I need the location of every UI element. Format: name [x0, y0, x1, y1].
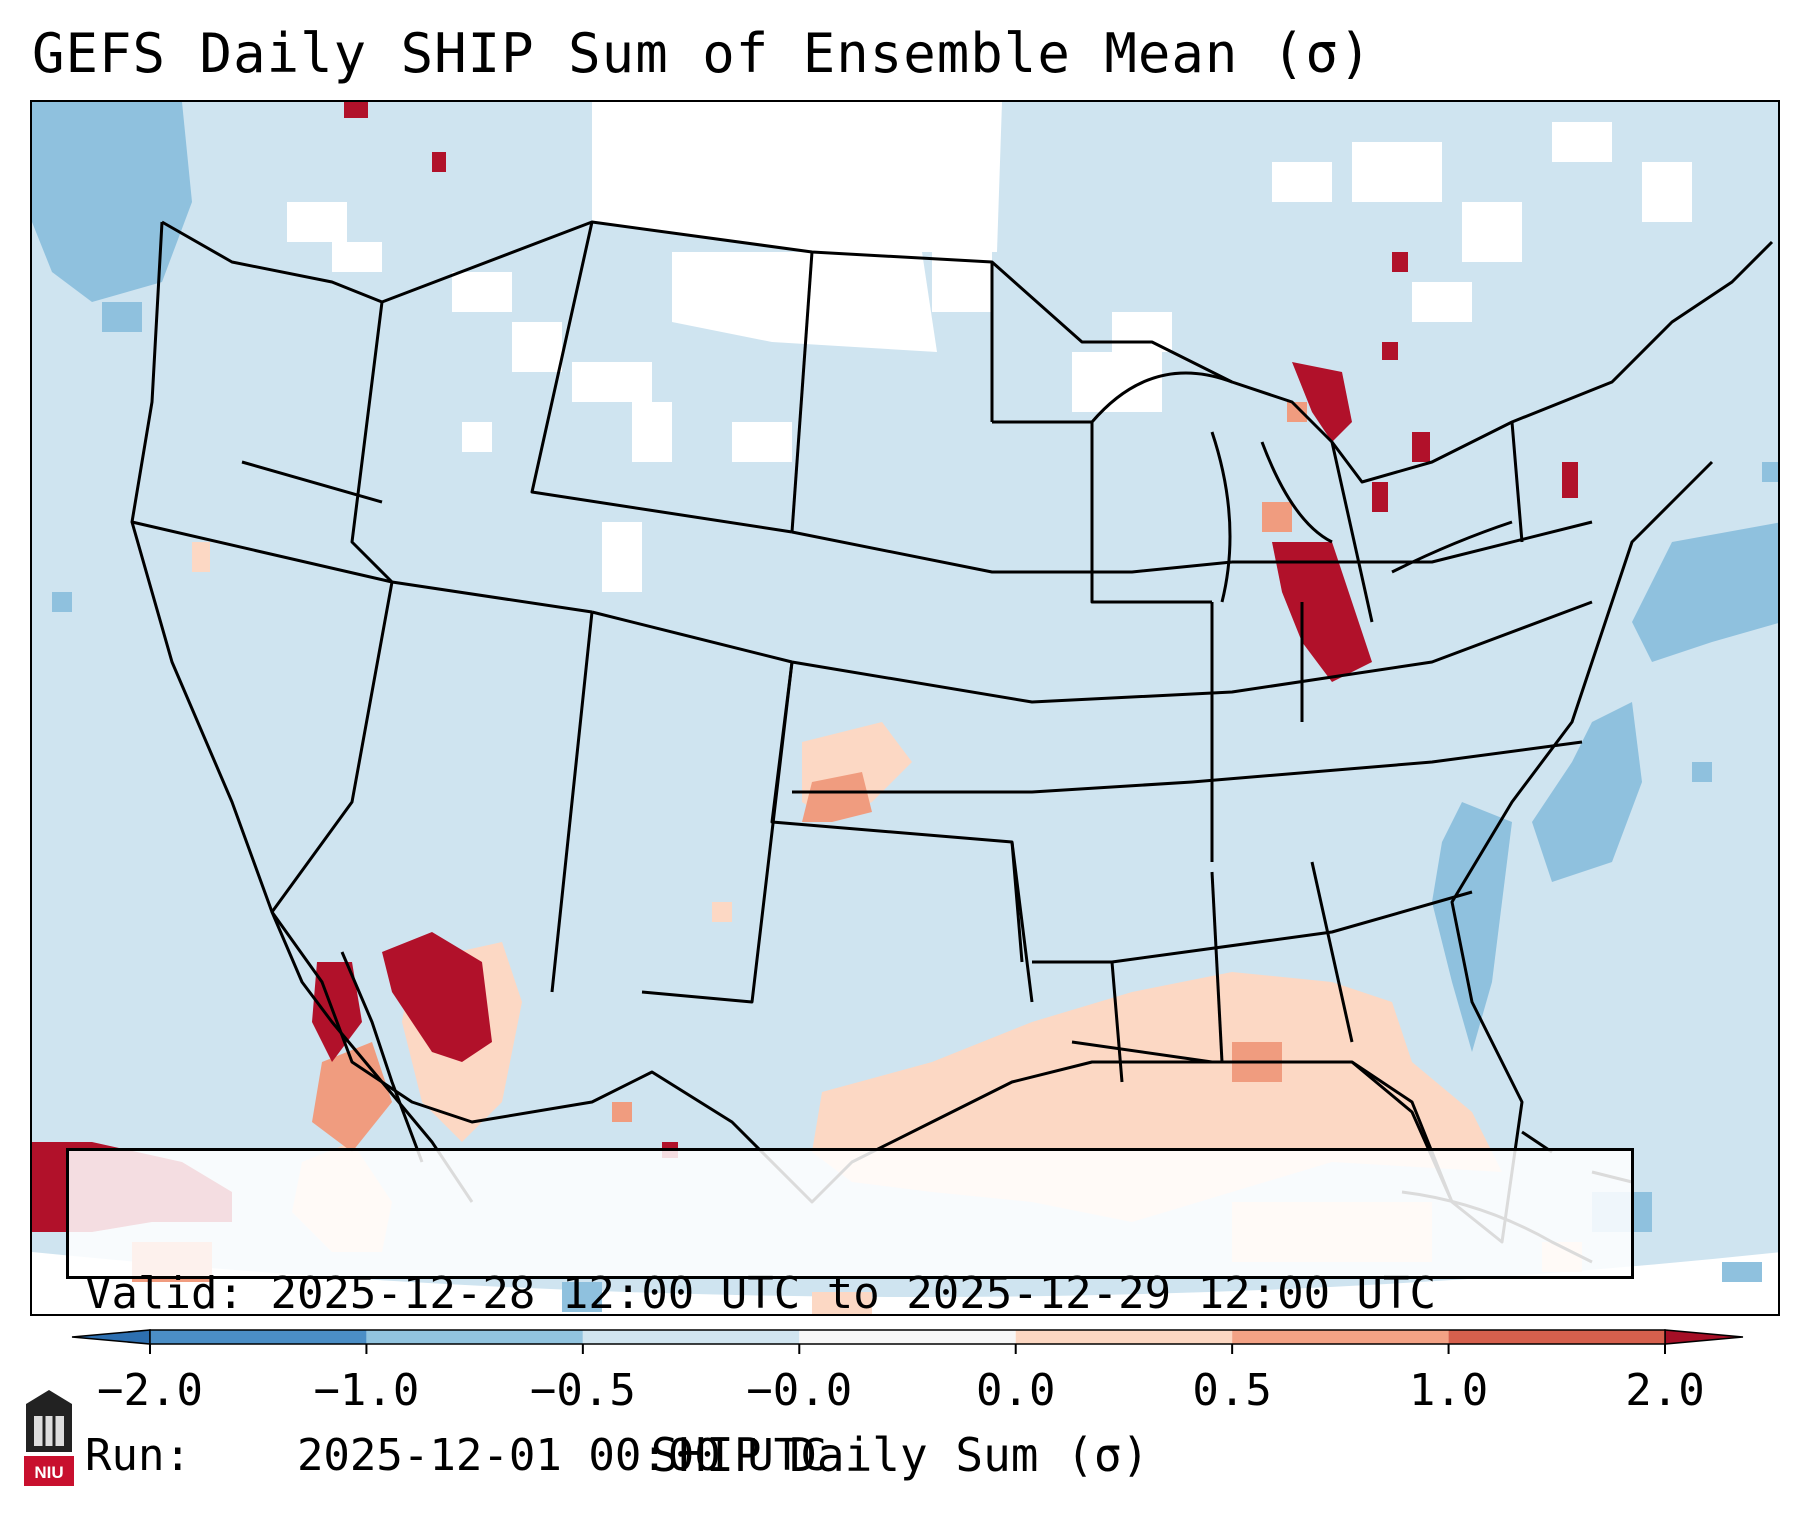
colorbar-tick-label: −1.0 [313, 1365, 420, 1416]
colorbar-tick-label: 0.5 [1192, 1365, 1272, 1416]
valid-run-info-box: Valid: 2025-12-28 12:00 UTC to 2025-12-2… [66, 1148, 1634, 1481]
colorbar-outline [149, 1329, 1666, 1345]
colorbar-segment [1232, 1330, 1449, 1344]
colorbar-label: SHIP Daily Sum (σ) [650, 1428, 1150, 1482]
colorbar-segment [582, 1330, 800, 1344]
run-label: Run: [85, 1430, 191, 1481]
colorbar-segment [1448, 1330, 1665, 1344]
niu-logo-icon: NIU [24, 1390, 74, 1486]
colorbar-tick-label: 1.0 [1408, 1365, 1489, 1416]
valid-row: Valid: 2025-12-28 12:00 UTC to 2025-12-2… [85, 1267, 1615, 1321]
map-title: GEFS Daily SHIP Sum of Ensemble Mean (σ) [32, 22, 1373, 85]
colorbar-tick-label: −0.0 [746, 1365, 853, 1416]
colorbar-segment [1015, 1330, 1233, 1344]
outside-projection [32, 1252, 1778, 1314]
colorbar-segment [150, 1330, 367, 1344]
colorbar-tick-label: 2.0 [1625, 1365, 1705, 1416]
map-panel [30, 100, 1780, 1316]
colorbar-extend-high [1664, 1329, 1744, 1345]
near-zero-areas [287, 102, 1692, 592]
valid-value: 2025-12-28 12:00 UTC to 2025-12-29 12:00… [270, 1268, 1437, 1319]
state-boundaries [130, 220, 1774, 1264]
run-value: 2025-12-01 00:00 UTC [296, 1430, 827, 1481]
colorbar-tick-lines [149, 1344, 1666, 1354]
colorbar-segments [71, 1329, 1744, 1345]
colorbar-segment [366, 1330, 583, 1344]
colorbar-tick-label: 0.0 [975, 1365, 1056, 1416]
colorbar-tick-label: −0.5 [529, 1365, 636, 1416]
map-canvas [32, 102, 1778, 1314]
colorbar-segment [799, 1330, 1016, 1344]
valid-label: Valid: [85, 1268, 244, 1319]
negative-anomaly-areas [32, 102, 1778, 1312]
svg-text:NIU: NIU [34, 1463, 63, 1482]
colorbar-extend-low [71, 1329, 151, 1345]
colorbar-tick-label: −2.0 [97, 1365, 203, 1416]
run-row: Run: 2025-12-01 00:00 UTC [85, 1429, 1615, 1483]
colorbar [71, 1329, 1744, 1354]
